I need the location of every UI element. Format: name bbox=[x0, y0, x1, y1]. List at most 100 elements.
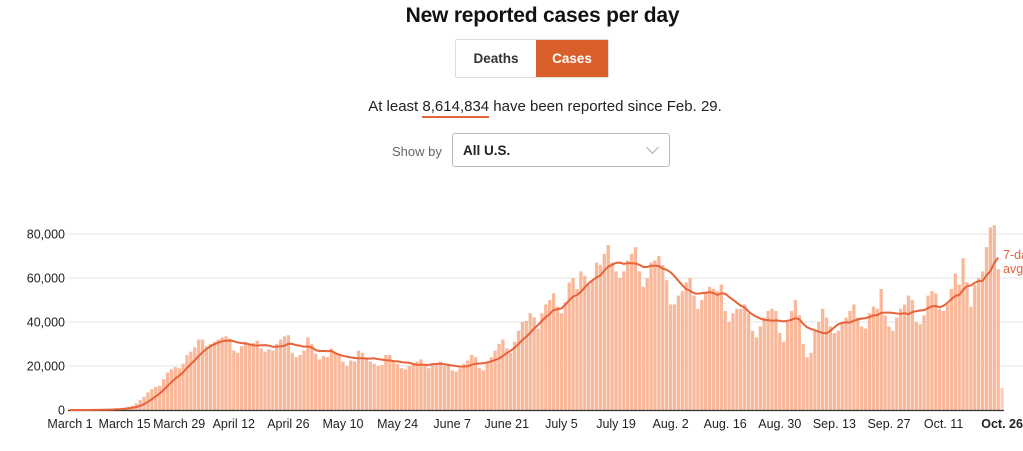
x-tick-label: March 15 bbox=[99, 417, 151, 431]
bar bbox=[813, 330, 817, 410]
bar bbox=[450, 370, 454, 410]
bar bbox=[563, 302, 567, 410]
bar bbox=[392, 361, 396, 410]
bar bbox=[232, 350, 236, 410]
bar bbox=[376, 366, 380, 410]
bar bbox=[743, 304, 747, 410]
bar bbox=[914, 322, 918, 410]
bar bbox=[622, 271, 626, 410]
bar bbox=[684, 282, 688, 410]
bar bbox=[571, 278, 575, 410]
bar bbox=[509, 352, 513, 410]
bar bbox=[154, 386, 158, 410]
bar bbox=[887, 326, 891, 410]
bar bbox=[704, 293, 708, 410]
region-select[interactable]: All U.S. bbox=[452, 133, 670, 167]
bar bbox=[926, 295, 930, 410]
bar bbox=[489, 357, 493, 410]
x-tick-label: Oct. 11 bbox=[924, 417, 963, 431]
bar bbox=[251, 342, 255, 410]
bar bbox=[832, 333, 837, 410]
bar bbox=[193, 347, 197, 410]
bar bbox=[286, 335, 291, 410]
bar bbox=[906, 295, 911, 410]
tab-deaths[interactable]: Deaths bbox=[456, 40, 536, 77]
bar bbox=[462, 363, 466, 410]
bar bbox=[641, 286, 645, 410]
page-title: New reported cases per day bbox=[405, 4, 680, 27]
bar bbox=[774, 311, 778, 410]
bar bbox=[828, 326, 833, 410]
bar bbox=[481, 370, 486, 410]
bar bbox=[380, 364, 384, 410]
bar bbox=[470, 355, 474, 410]
bar bbox=[551, 293, 556, 410]
bar bbox=[388, 355, 392, 410]
bar bbox=[337, 355, 341, 410]
bar bbox=[555, 306, 560, 410]
bar bbox=[224, 336, 228, 410]
x-tick-label: Sep. 27 bbox=[867, 417, 910, 431]
bar bbox=[821, 308, 825, 410]
bar bbox=[758, 326, 762, 410]
bar bbox=[996, 269, 1000, 410]
bar bbox=[516, 330, 521, 410]
bar bbox=[587, 284, 591, 410]
bar bbox=[559, 313, 564, 410]
bar bbox=[528, 313, 532, 410]
bar bbox=[575, 289, 579, 410]
bar bbox=[610, 262, 614, 410]
summary-text: At least 8,614,834 have been reported si… bbox=[0, 98, 1023, 118]
bar bbox=[548, 300, 552, 410]
bar bbox=[524, 320, 528, 410]
bar bbox=[848, 311, 852, 410]
bar bbox=[493, 350, 497, 410]
bar bbox=[789, 311, 794, 410]
bar bbox=[294, 357, 298, 410]
bar bbox=[700, 300, 704, 410]
show-by-label: Show by bbox=[392, 144, 442, 159]
x-tick-label: Sep. 13 bbox=[813, 417, 856, 431]
bar bbox=[715, 291, 720, 410]
bar bbox=[762, 317, 766, 410]
bar bbox=[645, 278, 649, 410]
x-tick-label: June 7 bbox=[433, 417, 471, 431]
bar bbox=[325, 357, 330, 410]
bar bbox=[399, 368, 404, 410]
bar bbox=[271, 350, 275, 410]
bar bbox=[918, 324, 922, 410]
bar bbox=[181, 363, 185, 410]
bar bbox=[497, 344, 501, 410]
bar bbox=[395, 363, 400, 410]
x-tick-label: July 19 bbox=[596, 417, 636, 431]
bar bbox=[438, 361, 443, 410]
bar bbox=[992, 225, 996, 410]
bar bbox=[364, 357, 369, 410]
bar bbox=[177, 368, 181, 410]
bar bbox=[360, 352, 365, 410]
bar bbox=[505, 348, 509, 410]
tab-cases[interactable]: Cases bbox=[536, 40, 608, 77]
y-tick-label: 20,000 bbox=[27, 360, 65, 374]
bar bbox=[875, 308, 879, 410]
bar bbox=[259, 348, 263, 410]
bar bbox=[817, 322, 821, 410]
bar bbox=[321, 356, 326, 410]
bar bbox=[965, 282, 969, 410]
bar bbox=[384, 355, 388, 410]
metric-toggle: Deaths Cases bbox=[455, 39, 609, 78]
x-tick-label: April 26 bbox=[267, 417, 309, 431]
bar bbox=[333, 352, 337, 410]
bar bbox=[263, 351, 267, 410]
bar bbox=[930, 291, 934, 410]
bar bbox=[431, 363, 435, 410]
bar bbox=[606, 245, 610, 410]
bar bbox=[844, 317, 848, 410]
bar bbox=[988, 227, 993, 410]
bar bbox=[501, 339, 505, 410]
y-tick-label: 0 bbox=[58, 404, 65, 418]
x-tick-label: June 21 bbox=[485, 417, 530, 431]
bar bbox=[938, 308, 942, 410]
bar bbox=[579, 271, 583, 410]
bar bbox=[688, 278, 692, 410]
